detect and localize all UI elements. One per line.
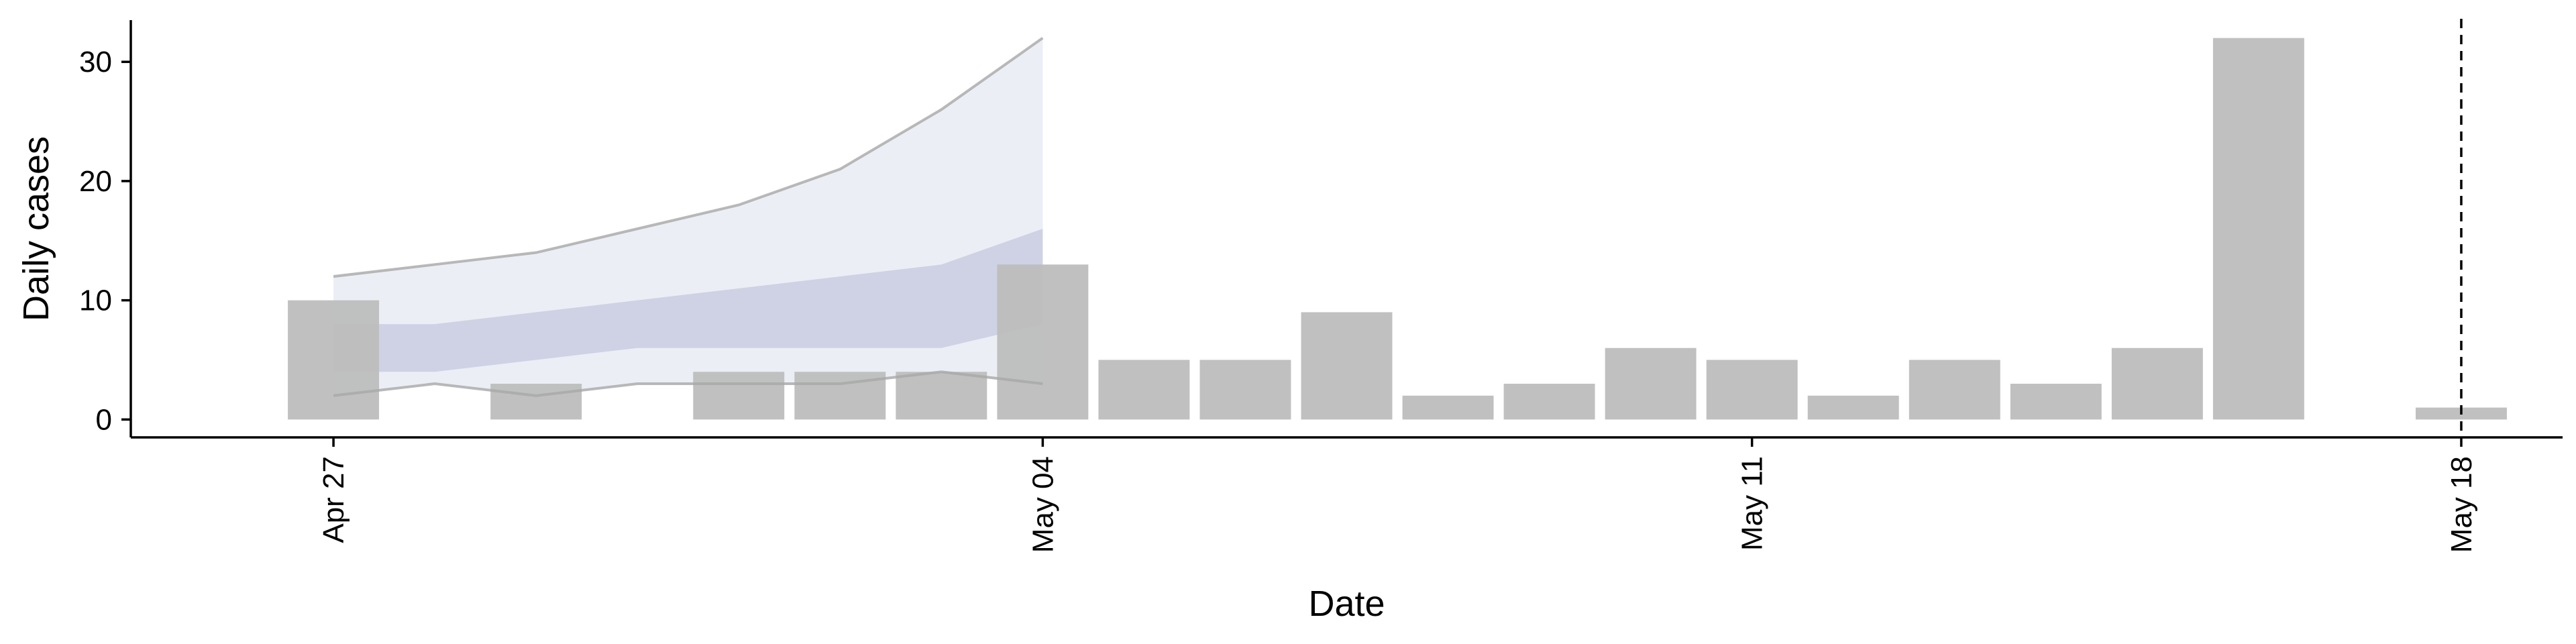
x-tick-label: May 04 [1026,456,1059,553]
y-tick-label: 10 [79,284,112,317]
axes-layer: 0 10 20 30 Apr 27 May 04 May 11 May 18 [79,20,2563,553]
bar [288,300,380,420]
bar [1199,360,1291,420]
bar [1301,312,1393,420]
y-tick-label: 30 [79,46,112,78]
bar [997,264,1089,420]
outer-band-lower-line [333,370,1043,397]
outer-band-upper-line [333,37,1044,278]
y-tick-label: 20 [79,165,112,198]
x-tick-label: Apr 27 [317,456,350,543]
bar [1807,395,1899,420]
bar [1605,347,1697,420]
bar-layer [288,38,2507,420]
inner-band-layer [333,229,1043,372]
bar [2111,347,2203,420]
bar [1402,395,1494,420]
y-axis-title: Daily cases [16,136,56,321]
bar [2212,38,2304,420]
x-tick-label: May 18 [2445,456,2478,553]
bar [1098,360,1190,420]
x-tick-label: May 11 [1736,456,1769,551]
bar [490,384,582,420]
y-tick-label: 0 [96,403,112,436]
inner-prediction-band [333,229,1043,372]
bar [896,372,987,420]
bar [2010,384,2102,420]
x-axis-title: Date [1308,584,1385,624]
x-ticks: Apr 27 May 04 May 11 May 18 [317,437,2478,553]
bar [1503,384,1595,420]
bar [693,372,785,420]
bar [1909,360,2000,420]
bar [1706,360,1798,420]
y-ticks: 0 10 20 30 [79,46,131,436]
band-edge-layer [333,37,1044,397]
